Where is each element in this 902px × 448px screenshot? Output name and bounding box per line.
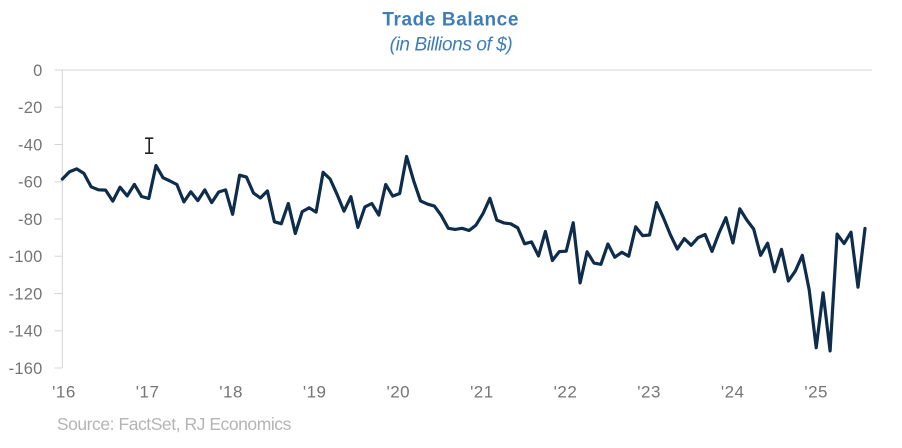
svg-text:-40: -40	[18, 136, 42, 154]
svg-text:0: 0	[33, 62, 42, 80]
svg-text:(in Billions of $): (in Billions of $)	[390, 35, 513, 56]
svg-text:-140: -140	[9, 323, 43, 341]
svg-text:-60: -60	[18, 174, 42, 192]
svg-text:'17: '17	[136, 383, 160, 402]
svg-text:-20: -20	[18, 99, 42, 117]
svg-text:'19: '19	[303, 383, 327, 402]
svg-text:-100: -100	[9, 248, 43, 266]
svg-text:'23: '23	[637, 383, 661, 402]
svg-text:'20: '20	[386, 383, 410, 402]
svg-text:Trade Balance: Trade Balance	[382, 10, 519, 31]
svg-text:'24: '24	[721, 383, 745, 402]
svg-text:Source: FactSet, RJ Economics: Source: FactSet, RJ Economics	[57, 414, 292, 434]
svg-text:'16: '16	[52, 383, 76, 402]
svg-text:'21: '21	[470, 383, 494, 402]
svg-text:'25: '25	[804, 383, 828, 402]
svg-text:-160: -160	[9, 360, 43, 378]
svg-text:-120: -120	[9, 285, 43, 303]
svg-text:'22: '22	[554, 383, 578, 402]
svg-text:'18: '18	[219, 383, 243, 402]
svg-text:-80: -80	[18, 211, 42, 229]
